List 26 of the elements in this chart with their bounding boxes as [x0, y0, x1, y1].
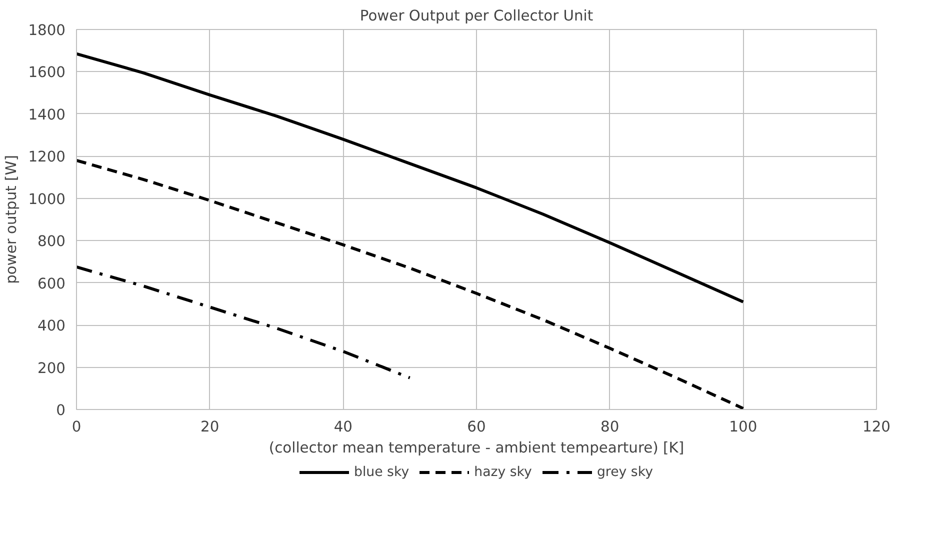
x-axis-title: (collector mean temperature - ambient tempearture) [K] — [268, 440, 684, 456]
chart-title: Power Output per Collector Unit — [360, 8, 594, 24]
y-tick-label: 800 — [38, 233, 66, 250]
y-tick-label: 1400 — [28, 106, 66, 124]
x-tick-label: 20 — [200, 418, 220, 436]
line-series — [76, 52, 745, 304]
x-tick-label: 100 — [729, 418, 758, 436]
x-tick-label: 40 — [334, 418, 352, 436]
line-series — [76, 266, 412, 380]
x-tick-label: 80 — [600, 418, 620, 436]
y-tick-label: 1200 — [28, 148, 66, 166]
y-tick-label: 400 — [38, 318, 66, 335]
y-tick-label: 1600 — [28, 64, 66, 82]
y-tick-label: 1000 — [28, 190, 66, 208]
legend-label: hazy sky — [474, 464, 532, 480]
y-tick-label: 200 — [38, 360, 66, 377]
y-tick-label: 0 — [56, 402, 66, 419]
line-series — [76, 158, 745, 410]
x-tick-label: 120 — [862, 418, 890, 436]
y-axis-title: power output [W] — [3, 155, 20, 284]
legend-label: blue sky — [354, 464, 410, 480]
legend-label: grey sky — [596, 464, 653, 480]
x-tick-label: 60 — [467, 418, 486, 436]
x-tick-label: 0 — [72, 418, 82, 436]
y-tick-label: 600 — [38, 275, 66, 292]
y-tick-label: 1800 — [28, 22, 66, 39]
